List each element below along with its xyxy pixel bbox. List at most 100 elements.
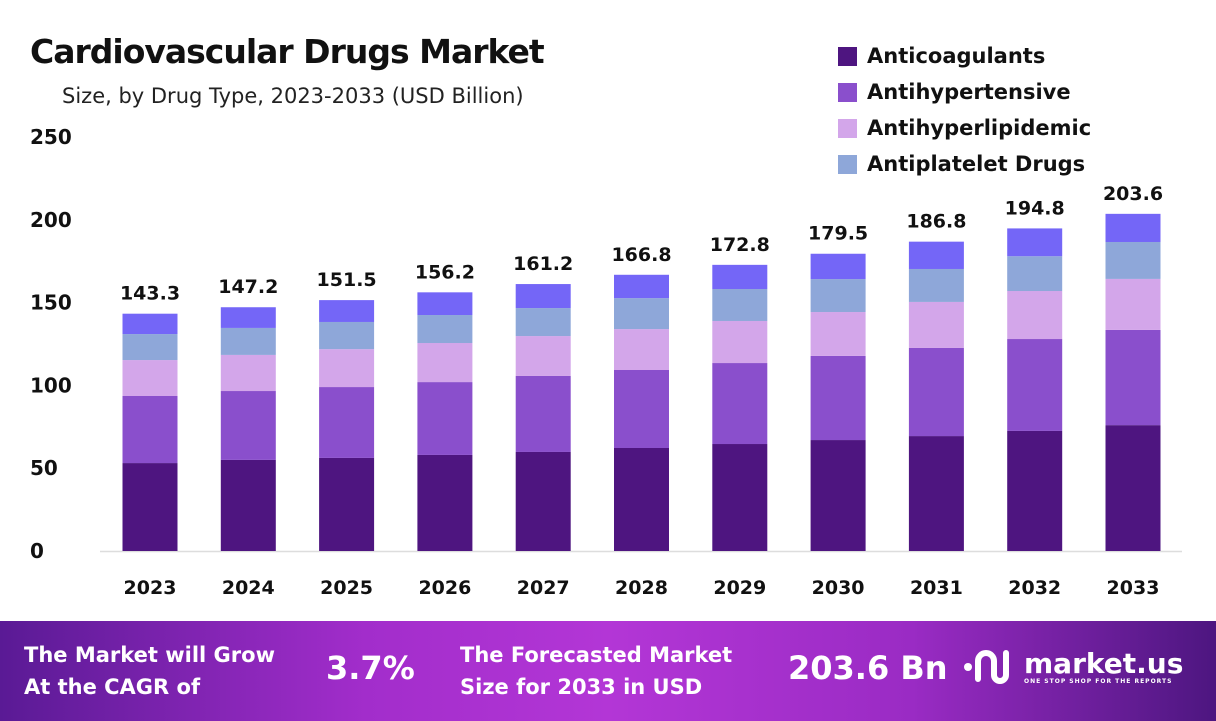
bar-segment-antihyperlipidemic <box>1105 278 1161 330</box>
market-us-logo: market.us ONE STOP SHOP FOR THE REPORTS <box>962 645 1183 689</box>
bar-segment-antihyperlipidemic <box>220 354 276 392</box>
chart-subtitle: Size, by Drug Type, 2023-2033 (USD Billi… <box>62 84 524 108</box>
x-tick-label: 2028 <box>615 577 668 599</box>
bar-segment-series-5 <box>908 241 964 269</box>
bar-segment-antihypertensive <box>220 391 276 460</box>
legend-label: Antihypertensive <box>867 80 1071 104</box>
bar-segment-antihypertensive <box>515 375 571 452</box>
bar-segment-antihypertensive <box>1105 329 1161 426</box>
bar-segment-series-5 <box>220 307 276 328</box>
bar-segment-antihypertensive <box>1007 339 1063 431</box>
bar-segment-anticoagulants <box>1105 425 1161 551</box>
x-tick-label: 2023 <box>124 577 177 599</box>
x-tick-label: 2029 <box>713 577 766 599</box>
x-tick-label: 2031 <box>910 577 963 599</box>
bar-segment-anticoagulants <box>614 447 669 551</box>
bar-segment-antihyperlipidemic <box>417 343 473 383</box>
x-tick-label: 2027 <box>517 577 570 599</box>
stacked-bar-chart: 0 50 100 150 200 250 143.3 2023 147.2 2024 151.5 20… <box>30 125 1182 599</box>
cagr-value: 3.7% <box>326 649 415 687</box>
logo-text: market.us <box>1024 646 1184 680</box>
bar-segment-antihyperlipidemic <box>122 360 178 396</box>
legend-item-antiplatelet: Antiplatelet Drugs <box>838 146 1091 182</box>
bar-segment-antiplatelet-drugs <box>1105 241 1161 279</box>
total-label: 194.8 <box>1005 197 1065 219</box>
bar-segment-anticoagulants <box>122 463 178 551</box>
legend-swatch <box>838 46 857 66</box>
total-label: 156.2 <box>415 261 475 283</box>
x-tick-label: 2033 <box>1107 577 1160 599</box>
bar-segment-series-5 <box>614 274 669 299</box>
forecast-label-line: Size for 2033 in USD <box>460 675 703 699</box>
total-label: 186.8 <box>906 211 966 233</box>
legend-item-anticoagulants: Anticoagulants <box>838 38 1091 74</box>
legend-swatch <box>838 118 857 138</box>
bar-segment-series-5 <box>122 313 178 335</box>
bar-segment-antihypertensive <box>319 387 375 458</box>
bar-segment-anticoagulants <box>908 436 964 551</box>
bar-segment-antiplatelet-drugs <box>1007 256 1063 292</box>
total-label: 166.8 <box>611 244 671 266</box>
forecast-value: 203.6 Bn <box>788 649 948 687</box>
bar-segment-antiplatelet-drugs <box>515 308 571 337</box>
y-tick-label: 150 <box>30 291 72 315</box>
bar-segment-antiplatelet-drugs <box>319 321 375 350</box>
x-tick-label: 2026 <box>418 577 471 599</box>
total-label: 143.3 <box>120 283 180 305</box>
cagr-label-line: The Market will Grow <box>24 643 275 667</box>
total-label: 161.2 <box>513 253 573 275</box>
total-label: 147.2 <box>218 276 278 298</box>
bar-segment-antihyperlipidemic <box>810 312 866 356</box>
bar-segment-antihypertensive <box>712 363 768 445</box>
bar-segment-antihypertensive <box>810 355 866 441</box>
bar-segment-antihypertensive <box>122 395 178 464</box>
bar-segment-series-5 <box>319 300 375 322</box>
bar-segment-antihyperlipidemic <box>908 301 964 348</box>
bar-segment-series-5 <box>515 284 571 309</box>
bar-segment-antihyperlipidemic <box>712 320 768 364</box>
bar-segment-series-5 <box>712 264 768 290</box>
bar-segment-series-5 <box>810 253 866 280</box>
x-tick-label: 2032 <box>1008 577 1061 599</box>
bar-segment-anticoagulants <box>712 444 768 551</box>
x-tick-label: 2030 <box>812 577 865 599</box>
forecast-label-line: The Forecasted Market <box>460 643 733 667</box>
y-tick-label: 100 <box>30 373 72 397</box>
bar-segment-anticoagulants <box>417 454 473 551</box>
bar-segment-antihyperlipidemic <box>515 336 571 376</box>
legend-label: Anticoagulants <box>867 44 1046 68</box>
logo-mark-icon <box>964 650 1009 684</box>
bar-segment-antiplatelet-drugs <box>614 298 669 330</box>
x-tick-label: 2025 <box>320 577 373 599</box>
legend-item-antihyperlipidemic: Antihyperlipidemic <box>838 110 1091 146</box>
bar-segment-antiplatelet-drugs <box>908 268 964 302</box>
legend-swatch <box>838 82 857 102</box>
legend-item-antihypertensive: Antihypertensive <box>838 74 1091 110</box>
bar-segment-antihypertensive <box>908 347 964 437</box>
bar-segment-series-5 <box>417 292 473 316</box>
x-tick-label: 2024 <box>222 577 275 599</box>
bar-segment-antihyperlipidemic <box>1007 291 1063 340</box>
cagr-label-line: At the CAGR of <box>24 675 201 699</box>
total-label: 151.5 <box>317 269 377 291</box>
chart-title: Cardiovascular Drugs Market <box>30 32 545 71</box>
bar-segment-series-5 <box>1105 213 1161 242</box>
bar-segment-anticoagulants <box>515 451 571 551</box>
logo-tagline: ONE STOP SHOP FOR THE REPORTS <box>1024 677 1173 685</box>
bar-segment-anticoagulants <box>810 440 866 551</box>
summary-banner: The Market will Grow At the CAGR of 3.7% … <box>0 621 1216 721</box>
bar-segment-anticoagulants <box>220 459 276 551</box>
legend-label: Antiplatelet Drugs <box>867 152 1086 176</box>
bar-segment-antihypertensive <box>417 382 473 455</box>
total-label: 203.6 <box>1103 183 1163 205</box>
cagr-label: The Market will Grow At the CAGR of <box>24 639 275 703</box>
legend: Anticoagulants Antihypertensive Antihype… <box>838 38 1091 182</box>
total-label: 172.8 <box>710 234 770 256</box>
bar-segment-antiplatelet-drugs <box>220 327 276 355</box>
total-label: 179.5 <box>808 223 868 245</box>
y-tick-label: 50 <box>30 456 58 480</box>
legend-label: Antihyperlipidemic <box>867 116 1092 140</box>
y-tick-label: 200 <box>30 208 72 232</box>
bar-segment-antiplatelet-drugs <box>417 315 473 344</box>
bar-segment-antihyperlipidemic <box>319 349 375 388</box>
